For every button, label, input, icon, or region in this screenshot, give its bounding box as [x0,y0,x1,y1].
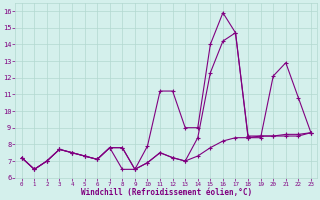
X-axis label: Windchill (Refroidissement éolien,°C): Windchill (Refroidissement éolien,°C) [81,188,252,197]
